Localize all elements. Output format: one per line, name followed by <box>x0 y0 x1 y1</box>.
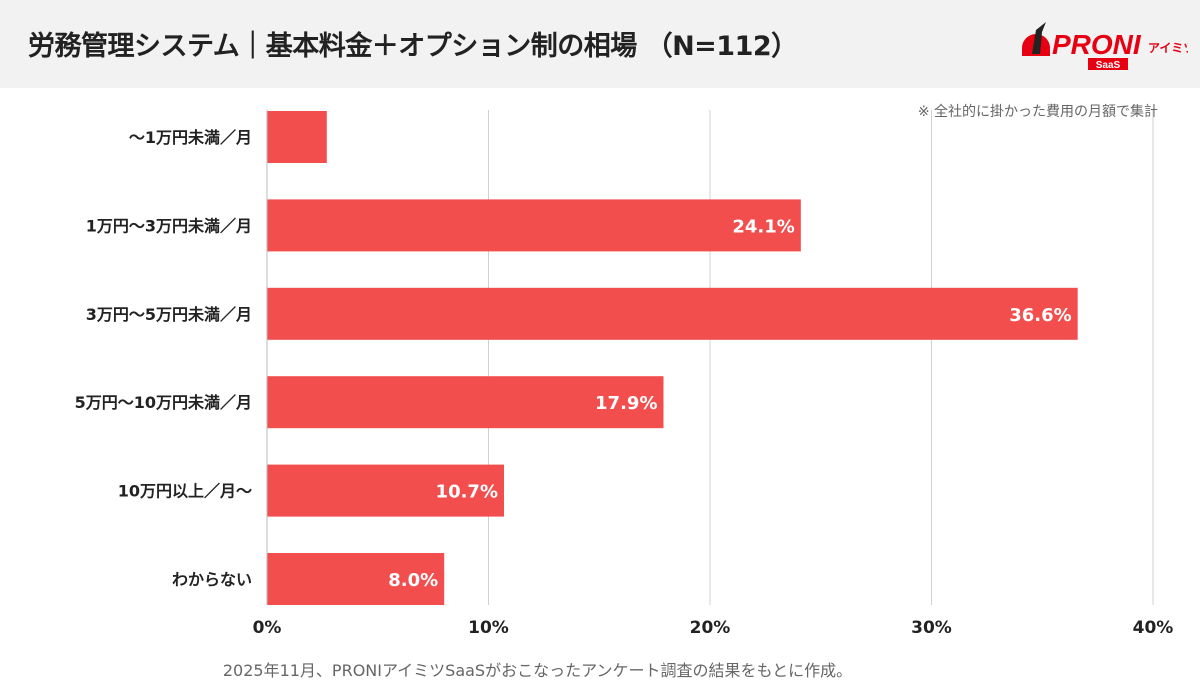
x-tick-label: 10% <box>468 618 509 638</box>
page-title: 労務管理システム｜基本料金＋オプション制の相場 （N=112） <box>28 31 798 62</box>
bar <box>267 199 801 252</box>
proni-logo: PRONI アイミツ SaaS <box>1022 22 1188 70</box>
x-tick-label: 0% <box>253 618 282 638</box>
bar <box>267 111 327 163</box>
category-label: 1万円〜3万円未満／月 <box>86 216 252 235</box>
header-band: 労務管理システム｜基本料金＋オプション制の相場 （N=112） PRONI アイ… <box>0 0 1200 88</box>
svg-text:PRONI: PRONI <box>1052 29 1142 60</box>
data-label: 8.0% <box>388 570 438 591</box>
category-label: 〜1万円未満／月 <box>129 128 252 147</box>
data-label: 36.6% <box>1009 305 1071 326</box>
category-label: 3万円〜5万円未満／月 <box>86 305 252 324</box>
bar <box>267 287 1078 340</box>
data-label: 17.9% <box>595 393 657 414</box>
svg-text:SaaS: SaaS <box>1096 60 1121 70</box>
bar <box>267 553 445 605</box>
x-tick-label: 40% <box>1133 618 1174 638</box>
category-label: 10万円以上／月〜 <box>118 482 252 501</box>
svg-text:アイミツ: アイミツ <box>1148 41 1188 55</box>
data-label: 10.7% <box>436 482 498 503</box>
x-tick-label: 30% <box>911 618 952 638</box>
category-label: 5万円〜10万円未満／月 <box>75 393 252 412</box>
source-note: 2025年11月、PRONIアイミツSaaSがおこなったアンケート調査の結果をも… <box>222 661 853 680</box>
category-label: わからない <box>172 570 252 589</box>
bar <box>267 376 664 429</box>
x-tick-label: 20% <box>690 618 731 638</box>
bar <box>267 464 505 517</box>
data-label: 24.1% <box>732 216 794 237</box>
footnote-top: ※ 全社的に掛かった費用の月額で集計 <box>917 104 1158 120</box>
